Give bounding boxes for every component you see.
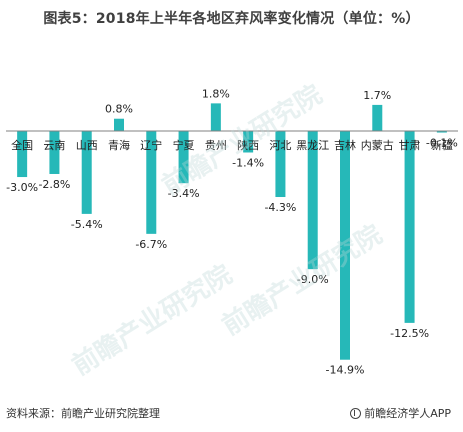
category-label: 全国 [11,138,33,152]
category-label: 吉林 [334,138,356,152]
value-label: -3.4% [168,187,200,200]
bar-辽宁 [146,131,157,234]
category-label: 甘肃 [399,139,421,152]
value-label: -6.7% [135,238,167,251]
category-label: 黑龙江 [296,139,329,152]
bar-贵州 [210,103,221,131]
bar-河北 [275,131,286,198]
value-label: 0.8% [105,103,133,116]
value-label: -1.4% [232,156,264,169]
value-label: -9.0% [297,273,329,286]
category-label: 贵州 [205,139,227,152]
bar-黑龙江 [307,131,318,270]
value-label: -4.3% [264,201,296,214]
bar-甘肃 [404,131,415,323]
category-label: 陕西 [237,138,259,152]
bar-新疆 [436,131,447,133]
brand-logo-icon [350,408,362,419]
category-label: 云南 [43,139,65,152]
bar-全国 [17,131,28,178]
value-label: -12.5% [390,327,429,340]
bar-陕西 [243,131,254,153]
category-label: 内蒙古 [361,138,394,152]
value-label: -14.9% [326,364,365,377]
bar-青海 [114,118,124,131]
value-label: -5.4% [71,218,103,231]
brand-footer: 前瞻经济学人APP [350,405,451,421]
category-label: 河北 [269,139,291,152]
category-label: 青海 [108,138,130,152]
value-label: -0.1% [426,137,458,150]
brand-label: 前瞻经济学人APP [364,407,451,420]
category-label: 辽宁 [140,138,162,152]
value-label: 1.8% [202,87,230,100]
category-label: 新疆 [431,138,453,152]
bar-内蒙古 [372,104,383,131]
bar-宁夏 [178,131,189,184]
bar-云南 [49,131,60,174]
value-label: -2.8% [38,178,70,191]
value-label: -3.0% [6,181,38,194]
category-label: 宁夏 [173,138,195,152]
bar-山西 [81,131,92,214]
bar-吉林 [340,131,350,360]
value-label: 1.7% [363,89,391,102]
source-note: 资料来源：前瞻产业研究院整理 [6,407,160,420]
category-label: 山西 [76,139,98,152]
chart-title: 图表5：2018年上半年各地区弃风率变化情况（单位：%） [43,11,420,27]
